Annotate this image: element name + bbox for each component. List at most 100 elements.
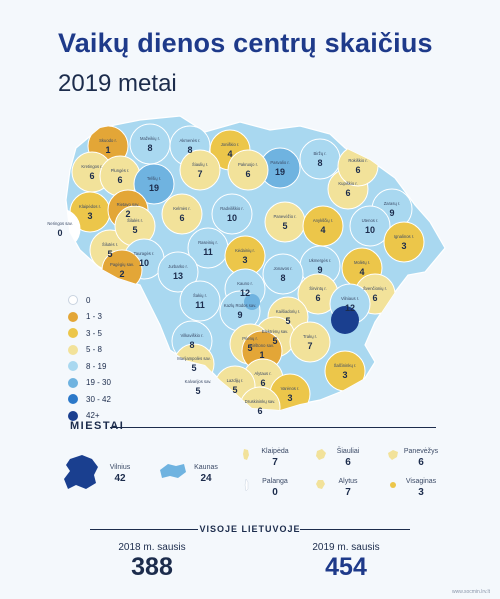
lithuania-map: Skuodo r. 1 Mažeikių r. 8 Akmenės r. 8 Joniški… — [47, 115, 446, 416]
legend-swatch — [68, 295, 78, 306]
municipality-value: 6 — [260, 378, 265, 388]
municipality-name: Rietavo sav. — [117, 202, 140, 207]
municipality-value: 6 — [89, 171, 94, 181]
municipality-name: Prienų r. — [242, 336, 258, 341]
municipality-value: 9 — [237, 310, 242, 320]
klaipeda-shape-icon — [243, 449, 249, 460]
municipality-value: 9 — [389, 208, 394, 218]
municipality-name: Pakruojo r. — [238, 162, 258, 167]
legend-label: 1 - 3 — [86, 312, 103, 322]
year-2018-value: 388 — [131, 553, 173, 581]
legend-item: 5 - 8 — [68, 342, 111, 359]
city-name: Kaunas — [194, 464, 218, 471]
city-name: Šiauliai — [336, 448, 360, 455]
city-siauliai: Šiauliai 6 — [326, 448, 370, 468]
year-2019-value: 454 — [325, 553, 367, 581]
municipality-value: 2 — [119, 269, 124, 279]
municipality-name: Kupiškio r. — [338, 181, 357, 186]
municipality-name: Šiaulių r. — [192, 162, 208, 167]
municipality-name: Druskininkų sav. — [245, 399, 275, 404]
municipality-value: 5 — [191, 363, 196, 373]
municipality-value: 8 — [317, 158, 322, 168]
municipality-value: 10 — [365, 225, 375, 235]
municipality-value: 3 — [87, 211, 92, 221]
city-name: Visaginas — [405, 478, 437, 485]
municipality-name: Kalvarijos sav. — [185, 379, 212, 384]
municipality-region — [227, 149, 269, 191]
municipality-name: Kelmės r. — [173, 206, 190, 211]
municipality-value: 13 — [173, 271, 183, 281]
legend-item: 1 - 3 — [68, 309, 111, 326]
totals-line-right — [300, 529, 410, 530]
municipality-value: 11 — [195, 300, 205, 310]
city-value: 7 — [272, 457, 278, 468]
municipality-value: 9 — [317, 265, 322, 275]
municipality-value: 5 — [247, 343, 252, 353]
municipality-value: 4 — [359, 267, 364, 277]
siauliai-shape-icon — [316, 449, 326, 460]
municipality-name: Zarasų r. — [384, 201, 401, 206]
municipality-name: Jonavos r. — [273, 266, 292, 271]
city-value: 6 — [345, 457, 351, 468]
municipality-name: Rokiškio r. — [348, 158, 367, 163]
municipality-value: 19 — [149, 183, 159, 193]
municipality-region — [262, 253, 304, 295]
municipality-name: Pagėgių sav. — [110, 262, 134, 267]
municipality-name: Mažeikių r. — [140, 136, 160, 141]
municipality-name: Skuodo r. — [99, 138, 117, 143]
legend-swatch — [68, 311, 78, 322]
municipality-value: 10 — [227, 213, 237, 223]
city-kaunas: Kaunas 24 — [186, 464, 226, 484]
municipality-value: 5 — [232, 385, 237, 395]
legend: 0 1 - 3 3 - 5 5 - 8 8 - 19 19 - 30 30 - 42 42+ — [68, 292, 111, 424]
legend-label: 30 - 42 — [86, 394, 111, 404]
municipality-value: 4 — [227, 149, 232, 159]
city-klaipeda: Klaipėda 7 — [253, 448, 297, 468]
municipality-value: 5 — [107, 249, 112, 259]
kaunas-shape-icon — [160, 464, 186, 478]
city-name: Panevėžys — [403, 448, 439, 455]
municipality-name: Šilalės r. — [127, 218, 143, 223]
cities-section-title: MIESTAI — [70, 420, 125, 432]
legend-swatch — [68, 377, 78, 388]
legend-label: 3 - 5 — [86, 328, 103, 338]
legend-label: 5 - 8 — [86, 345, 103, 355]
municipality-name: Kazlų Rūdos sav. — [224, 303, 256, 308]
municipality-name: Alytaus r. — [254, 371, 271, 376]
municipality-name: Ukmergės r. — [309, 258, 332, 263]
cities-divider — [110, 427, 436, 428]
vilnius-city-blob — [331, 306, 359, 334]
municipality-name: Vilkaviškio r. — [181, 333, 204, 338]
totals-line-left — [90, 529, 198, 530]
municipality-name: Šakių r. — [193, 293, 207, 298]
municipality-name: Utenos r. — [362, 218, 379, 223]
city-name: Klaipėda — [261, 448, 289, 455]
vilnius-shape-icon — [64, 455, 98, 489]
legend-swatch — [68, 328, 78, 339]
totals-title: VISOJE LIETUVOJE — [199, 524, 301, 534]
municipality-name: Lazdijų r. — [227, 378, 244, 383]
municipality-value: 6 — [257, 406, 262, 416]
municipality-name: Radviliškio r. — [220, 206, 244, 211]
municipality-value: 8 — [189, 340, 194, 350]
municipality-value: 3 — [287, 393, 292, 403]
municipality-value: 4 — [320, 225, 325, 235]
municipality-name: Pasvalio r. — [270, 160, 289, 165]
municipality-name: Marijampolės sav. — [177, 356, 210, 361]
municipality-value: 8 — [187, 145, 192, 155]
panevezys-shape-icon — [388, 450, 398, 460]
municipality-name: Joniškio r. — [221, 142, 240, 147]
page-subtitle: 2019 metai — [58, 70, 177, 97]
municipality-value: 3 — [242, 255, 247, 265]
municipality-value: 3 — [342, 370, 347, 380]
municipality-name: Plungės r. — [111, 168, 130, 173]
municipality-name: Panevėžio r. — [273, 214, 296, 219]
municipality-name: Varėnos r. — [281, 386, 300, 391]
municipality-region — [349, 205, 391, 247]
municipality-name: Biržų r. — [313, 151, 326, 156]
municipality-region — [179, 149, 221, 191]
legend-swatch — [68, 361, 78, 372]
year-2018-label: 2018 m. sausis — [118, 542, 186, 553]
municipality-value: 5 — [272, 336, 277, 346]
municipality-value: 1 — [259, 350, 264, 360]
